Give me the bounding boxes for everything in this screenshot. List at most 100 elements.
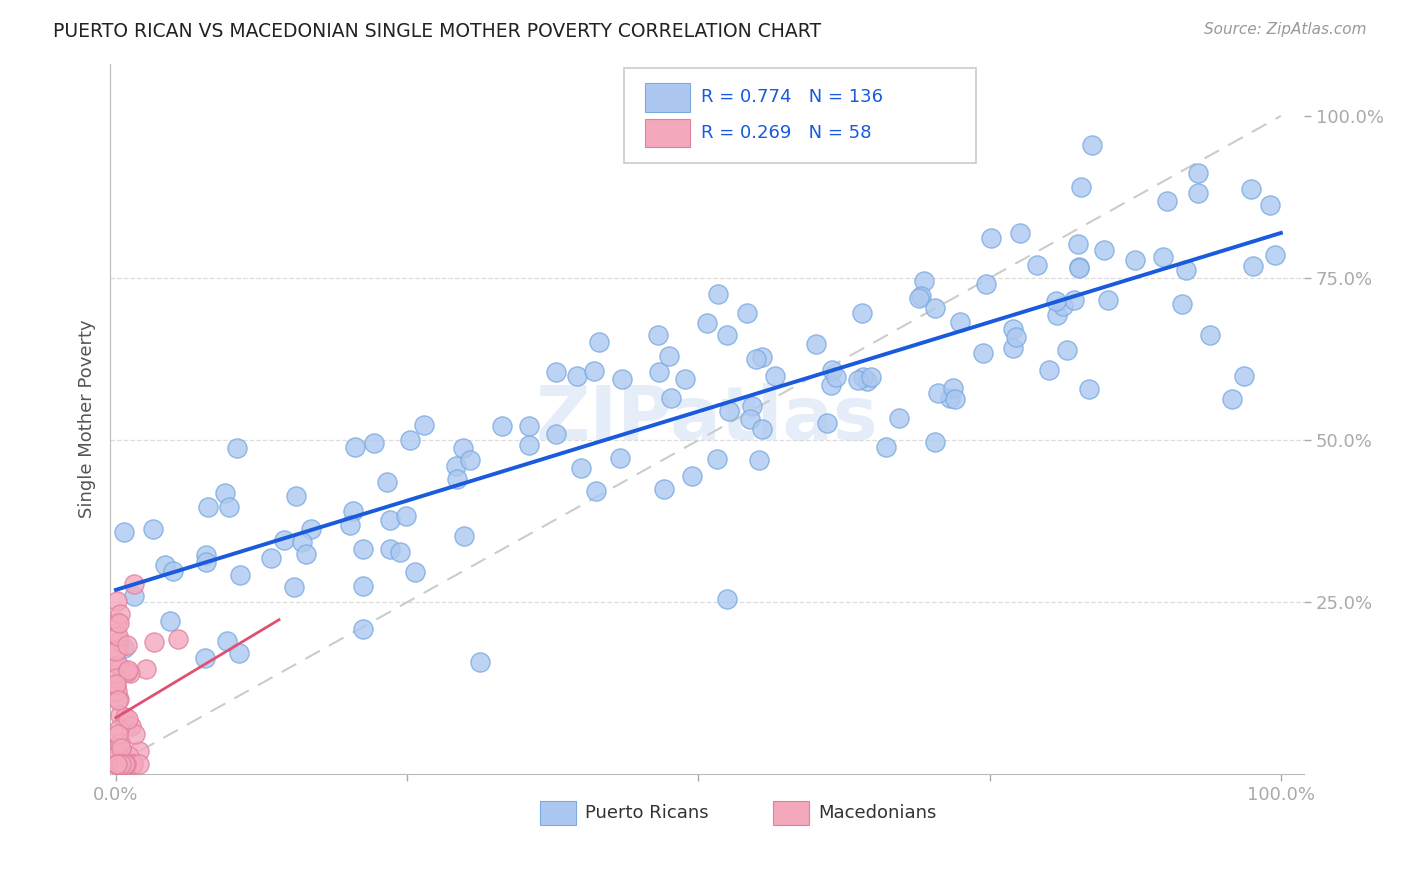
Point <box>737 306 759 320</box>
Point <box>1025 258 1047 272</box>
Text: Puerto Ricans: Puerto Ricans <box>585 804 709 822</box>
Point <box>927 386 949 401</box>
Point <box>107 747 129 761</box>
Point <box>939 391 962 405</box>
Point <box>1070 180 1092 194</box>
Point <box>1199 328 1222 343</box>
Point <box>1046 308 1069 322</box>
Point <box>375 475 398 490</box>
Point <box>115 665 138 679</box>
Point <box>859 369 882 384</box>
Point <box>804 337 827 351</box>
Point <box>110 708 132 723</box>
Point <box>875 440 897 454</box>
Point <box>124 589 146 603</box>
Point <box>399 433 422 447</box>
Text: ZIPatlas: ZIPatlas <box>536 383 879 456</box>
Point <box>942 380 965 394</box>
Point <box>565 368 588 383</box>
Point <box>647 328 669 343</box>
Point <box>1264 248 1286 262</box>
Point <box>195 548 218 562</box>
Point <box>128 744 150 758</box>
Point <box>107 629 129 643</box>
Point <box>1038 363 1060 377</box>
Point <box>609 451 631 466</box>
Point <box>107 693 129 707</box>
Point <box>142 634 165 648</box>
Point <box>378 513 401 527</box>
Point <box>748 453 770 467</box>
Point <box>1097 293 1119 307</box>
Point <box>110 757 132 772</box>
Bar <box>645 83 690 112</box>
Point <box>1010 226 1032 240</box>
Point <box>716 592 738 607</box>
Point <box>105 757 128 772</box>
Point <box>115 639 138 653</box>
Point <box>105 615 128 630</box>
Point <box>342 504 364 518</box>
Text: PUERTO RICAN VS MACEDONIAN SINGLE MOTHER POVERTY CORRELATION CHART: PUERTO RICAN VS MACEDONIAN SINGLE MOTHER… <box>53 22 821 41</box>
Point <box>285 489 308 503</box>
Point <box>824 369 846 384</box>
Point <box>446 472 468 486</box>
Point <box>887 411 910 425</box>
Point <box>395 508 418 523</box>
Point <box>910 289 932 303</box>
Point <box>1220 392 1243 406</box>
Point <box>118 749 141 764</box>
Point <box>924 434 946 449</box>
Text: Macedonians: Macedonians <box>818 804 936 822</box>
Point <box>108 633 131 648</box>
Point <box>1123 252 1146 267</box>
Point <box>122 576 145 591</box>
Point <box>197 500 219 514</box>
Point <box>585 483 607 498</box>
Point <box>162 564 184 578</box>
Point <box>105 757 128 772</box>
Point <box>468 655 491 669</box>
Point <box>135 662 157 676</box>
Point <box>105 594 128 608</box>
Point <box>352 579 374 593</box>
Point <box>105 644 128 658</box>
Point <box>1066 237 1088 252</box>
Point <box>107 739 129 753</box>
Bar <box>773 801 808 825</box>
Point <box>1001 341 1024 355</box>
Point <box>1187 166 1209 180</box>
Point <box>763 369 786 384</box>
Point <box>194 650 217 665</box>
Point <box>114 757 136 772</box>
Point <box>912 274 935 288</box>
Point <box>339 517 361 532</box>
Point <box>107 641 129 656</box>
Point <box>404 565 426 579</box>
Point <box>491 419 513 434</box>
Point <box>108 736 131 750</box>
Point <box>451 441 474 455</box>
Point <box>105 757 128 772</box>
Point <box>108 659 131 673</box>
Point <box>544 365 567 379</box>
Point <box>114 710 136 724</box>
Point <box>1052 299 1074 313</box>
Point <box>218 500 240 514</box>
Point <box>121 757 143 772</box>
Y-axis label: Single Mother Poverty: Single Mother Poverty <box>79 319 96 518</box>
Point <box>108 615 131 630</box>
Point <box>740 412 762 426</box>
Point <box>215 634 238 648</box>
Point <box>107 757 129 772</box>
Point <box>352 541 374 556</box>
Point <box>214 486 236 500</box>
Point <box>1067 260 1090 275</box>
Point <box>111 757 134 772</box>
Point <box>299 522 322 536</box>
Point <box>378 541 401 556</box>
Point <box>291 534 314 549</box>
Point <box>124 727 146 741</box>
Point <box>706 287 728 301</box>
Point <box>114 757 136 772</box>
